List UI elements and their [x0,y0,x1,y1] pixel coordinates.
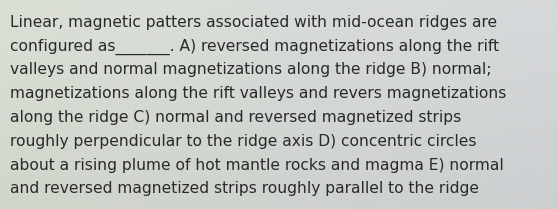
Text: configured as_______. A) reversed magnetizations along the rift: configured as_______. A) reversed magnet… [10,38,499,55]
Text: valleys and normal magnetizations along the ridge B) normal;: valleys and normal magnetizations along … [10,62,492,77]
Text: magnetizations along the rift valleys and revers magnetizations: magnetizations along the rift valleys an… [10,86,507,101]
Text: about a rising plume of hot mantle rocks and magma E) normal: about a rising plume of hot mantle rocks… [10,158,504,173]
Text: and reversed magnetized strips roughly parallel to the ridge: and reversed magnetized strips roughly p… [10,181,479,196]
Text: Linear, magnetic patters associated with mid-ocean ridges are: Linear, magnetic patters associated with… [10,15,497,30]
Text: roughly perpendicular to the ridge axis D) concentric circles: roughly perpendicular to the ridge axis … [10,134,477,149]
Text: along the ridge C) normal and reversed magnetized strips: along the ridge C) normal and reversed m… [10,110,461,125]
